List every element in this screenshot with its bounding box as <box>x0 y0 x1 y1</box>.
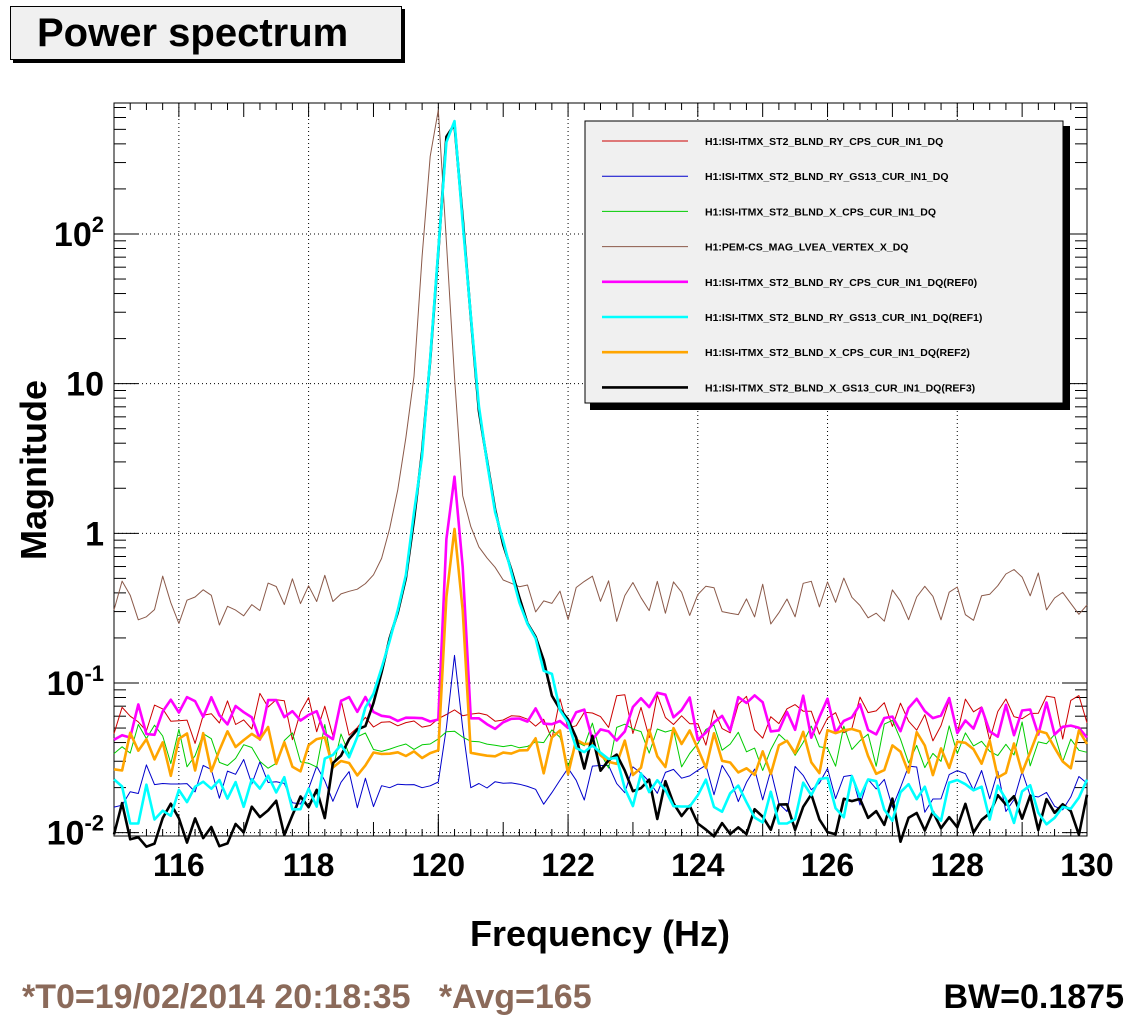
y-axis-label: Magnitude <box>13 380 54 560</box>
bandwidth-label: BW=0.1875 <box>943 978 1125 1016</box>
y-tick-exponent: 2 <box>92 212 104 237</box>
y-tick-label: 10-1 <box>47 661 104 703</box>
y-tick-exponent: -2 <box>84 811 104 836</box>
legend-entry-label: H1:ISI-ITMX_ST2_BLND_RY_GS13_CUR_IN1_DQ <box>705 171 949 183</box>
legend-entry-label: H1:ISI-ITMX_ST2_BLND_RY_CPS_CUR_IN1_DQ <box>705 136 943 148</box>
x-tick-label: 130 <box>1060 847 1113 883</box>
footer-info: *T0=19/02/2014 20:18:35 *Avg=165 <box>22 978 592 1017</box>
legend-entry-label: H1:ISI-ITMX_ST2_BLND_X_CPS_CUR_IN1_DQ(RE… <box>705 347 970 359</box>
x-tick-label: 118 <box>283 847 335 883</box>
page-title: Power spectrum <box>10 6 402 60</box>
y-tick-label: 10-2 <box>47 811 104 853</box>
legend-box <box>584 120 1064 404</box>
x-tick-label: 124 <box>671 847 725 883</box>
legend: H1:ISI-ITMX_ST2_BLND_RY_CPS_CUR_IN1_DQ H1… <box>584 120 1070 410</box>
legend-entry-label: H1:ISI-ITMX_ST2_BLND_X_CPS_CUR_IN1_DQ <box>705 206 936 218</box>
x-tick-label: 116 <box>153 847 205 883</box>
legend-entry-label: H1:PEM-CS_MAG_LVEA_VERTEX_X_DQ <box>705 242 908 254</box>
series-line <box>113 527 1089 779</box>
y-tick-base: 1 <box>85 515 104 553</box>
legend-entry-label: H1:ISI-ITMX_ST2_BLND_X_GS13_CUR_IN1_DQ(R… <box>705 382 975 394</box>
series-line <box>112 123 1089 849</box>
series-line <box>113 119 1089 826</box>
y-tick-base: 10 <box>66 366 104 404</box>
y-tick-base: 10 <box>54 216 92 254</box>
y-tick-exponent: -1 <box>84 661 104 686</box>
legend-entry-label: H1:ISI-ITMX_ST2_BLND_RY_GS13_CUR_IN1_DQ(… <box>705 312 982 324</box>
y-tick-label: 1 <box>85 515 104 553</box>
y-tick-base: 10 <box>47 815 85 853</box>
x-axis-label: Frequency (Hz) <box>470 913 730 954</box>
y-tick-base: 10 <box>47 665 85 703</box>
x-tick-label: 128 <box>931 847 984 883</box>
t0-timestamp: *T0=19/02/2014 20:18:35 <box>22 978 411 1016</box>
series-line <box>113 109 1088 626</box>
avg-count: *Avg=165 <box>438 978 592 1016</box>
legend-entry-label: H1:ISI-ITMX_ST2_BLND_RY_CPS_CUR_IN1_DQ(R… <box>705 277 977 289</box>
y-tick-label: 10 <box>66 366 104 404</box>
y-tick-label: 102 <box>54 212 104 254</box>
x-tick-label: 122 <box>541 847 594 883</box>
series-layer <box>112 109 1089 849</box>
series-line <box>113 475 1089 742</box>
x-tick-label: 126 <box>801 847 854 883</box>
x-tick-label: 120 <box>412 847 465 883</box>
